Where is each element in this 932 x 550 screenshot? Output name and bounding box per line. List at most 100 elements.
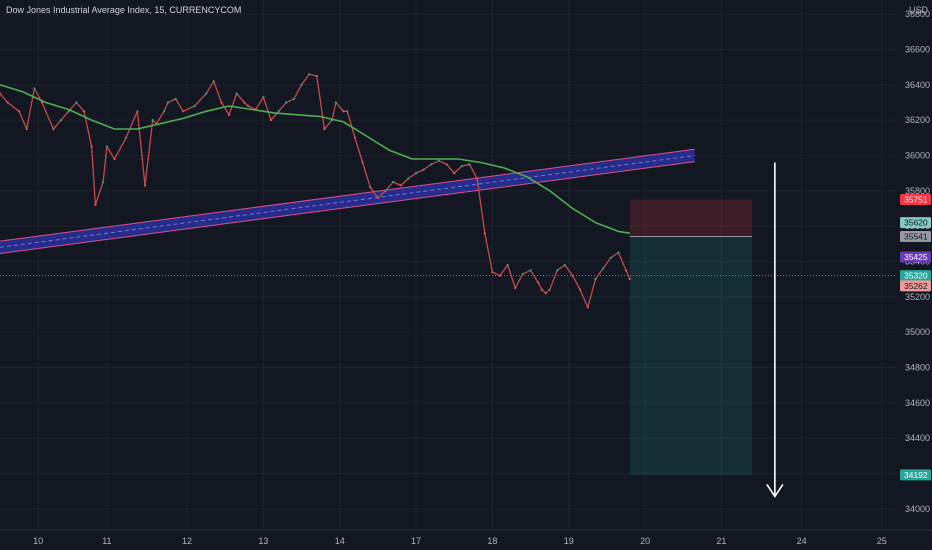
price-point [628,278,631,281]
price-point [143,184,147,187]
price-point [82,110,86,113]
price-point [334,101,337,104]
price-point [563,263,567,267]
time-axis[interactable]: 10 11 12 13 14 17 18 19 20 21 24 25 [33,536,887,546]
series-layer [0,73,897,309]
price-tag-label: 35320 [904,271,928,281]
x-tick-label: 18 [487,536,497,546]
price-point [235,92,238,95]
price-tag-label: 35425 [904,252,928,262]
price-point [342,110,345,113]
y-tick-label: 34800 [905,362,930,372]
price-point [594,278,597,281]
price-point [407,177,410,180]
price-point [90,145,93,148]
price-tag-bg [900,217,931,229]
price-point [579,288,582,291]
y-tick-label: 35800 [905,186,930,196]
price-tag-bg [900,280,931,292]
price-point [182,110,185,113]
price-point [346,110,349,113]
grid-lines [0,0,897,530]
take-profit-zone [629,236,752,475]
price-point [94,203,97,207]
y-tick-label: 35200 [905,292,930,302]
x-tick-label: 13 [258,536,268,546]
price-point [399,184,402,187]
channel-upper-edge [0,148,695,242]
y-tick-label: 36200 [905,115,930,125]
price-point [308,73,311,76]
price-point [369,186,372,189]
price-point [6,101,9,104]
y-tick-label: 36800 [905,9,930,19]
x-tick-label: 10 [33,536,43,546]
price-point [300,83,303,86]
price-tag-bg [900,193,931,205]
time-axis-bg [0,530,932,550]
price-point [17,110,21,113]
price-point [277,110,280,113]
down-arrow[interactable] [766,162,784,498]
channel-lower-edge [0,161,695,255]
price-point [556,269,559,272]
chart-title: Dow Jones Industrial Average Index, 15, … [6,5,241,15]
price-tag-label: 35262 [904,281,928,291]
price-tag-bg [900,469,931,481]
stop-loss-zone [629,199,752,237]
price-point [174,97,177,101]
price-point [75,101,78,104]
price-point [67,110,70,113]
price-point [476,177,479,180]
price-point [537,281,540,284]
x-tick-label: 21 [716,536,726,546]
x-tick-label: 12 [182,536,192,546]
price-point [212,80,215,83]
x-tick-label: 20 [640,536,650,546]
y-tick-label: 36400 [905,80,930,90]
price-point [437,159,441,162]
price-point [422,168,425,171]
price-point [361,161,364,164]
price-point [506,263,509,267]
price-tags: 357513562035541354253532003:463526234192 [900,193,931,481]
price-point [166,101,170,104]
y-tick-label: 34400 [905,433,930,443]
regression-channel[interactable] [0,148,695,255]
price-point [193,104,196,108]
price-tag-label: 35751 [904,194,928,204]
channel-midline [0,154,695,248]
y-tick-label: 36000 [905,150,930,160]
x-tick-label: 19 [564,536,574,546]
price-point [445,163,448,166]
price-point [136,110,139,113]
price-point [548,288,551,291]
price-point [376,196,379,199]
price-point [243,101,246,104]
price-point [483,232,486,235]
price-point [205,92,208,95]
price-point [617,251,620,254]
price-point [247,104,250,108]
price-point [124,136,128,139]
price-point [101,180,105,184]
price-point [227,113,231,116]
moving-average-line [0,84,630,234]
price-point [460,164,463,168]
price-tag-bg [900,231,931,243]
price-point [353,136,357,139]
price-point [59,119,63,122]
y-tick-label: 35000 [905,327,930,337]
price-point [491,270,494,274]
price-point [52,127,55,131]
x-tick-label: 17 [411,536,421,546]
price-point [571,274,574,277]
arrow-head [766,483,784,498]
price-point [262,96,265,99]
price-point [514,286,517,290]
price-point [529,269,532,272]
price-point [33,87,36,90]
price-tag-label: 35541 [904,232,928,242]
y-tick-label: 36600 [905,44,930,54]
